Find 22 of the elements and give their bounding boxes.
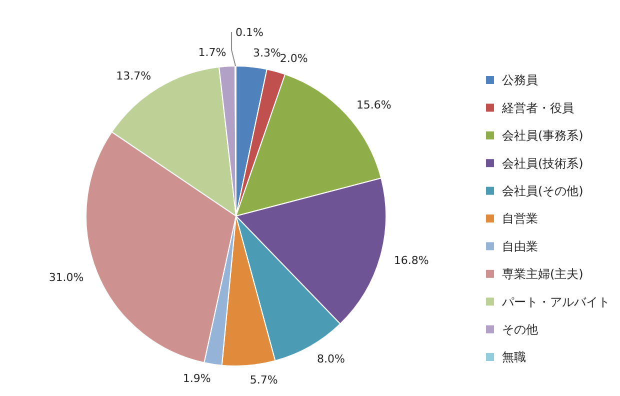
legend-label: 自営業 (502, 212, 538, 226)
legend-label: 自由業 (502, 239, 538, 254)
data-label: 1.7% (198, 46, 226, 60)
legend-label: 会社員(技術系) (502, 156, 584, 170)
legend-label: 会社員(その他) (502, 184, 584, 198)
data-label: 3.3% (253, 46, 281, 60)
data-label: 31.0% (48, 270, 84, 284)
data-label: 5.7% (250, 373, 278, 386)
data-label: 8.0% (316, 352, 345, 366)
data-label: 0.1% (236, 26, 264, 39)
legend-label: 公務員 (502, 73, 538, 88)
legend-label: 会社員(事務系) (502, 128, 584, 143)
legend-label: パート・アルバイト (501, 294, 610, 309)
data-label: 13.7% (116, 70, 152, 83)
legend-label: 経営者・役員 (501, 100, 574, 115)
legend-label: その他 (502, 322, 538, 336)
legend-label: 無職 (502, 350, 526, 364)
data-label: 15.6% (356, 98, 392, 112)
data-label: 16.8% (394, 254, 429, 268)
data-label: 1.9% (182, 372, 211, 385)
legend-label: 専業主婦(主夫) (502, 267, 584, 282)
data-label: 2.0% (280, 52, 308, 65)
